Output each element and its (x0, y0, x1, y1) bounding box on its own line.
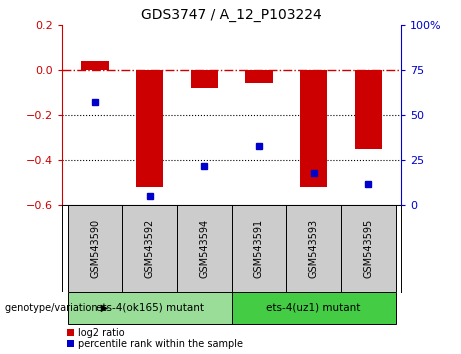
Legend: log2 ratio, percentile rank within the sample: log2 ratio, percentile rank within the s… (67, 328, 243, 349)
Text: genotype/variation ▶: genotype/variation ▶ (5, 303, 108, 313)
Bar (245, 70, 272, 84)
Bar (68, 292, 232, 324)
Bar (122, 205, 177, 292)
Bar (355, 70, 382, 149)
Title: GDS3747 / A_12_P103224: GDS3747 / A_12_P103224 (141, 8, 322, 22)
Text: GSM543591: GSM543591 (254, 219, 264, 278)
Bar (286, 205, 341, 292)
Text: ets-4(uz1) mutant: ets-4(uz1) mutant (266, 303, 361, 313)
Bar (68, 205, 122, 292)
Bar (231, 292, 396, 324)
Text: GSM543593: GSM543593 (308, 219, 319, 278)
Bar (136, 70, 163, 187)
Bar (341, 205, 396, 292)
Bar (231, 205, 286, 292)
Text: GSM543595: GSM543595 (363, 219, 373, 278)
Text: GSM543590: GSM543590 (90, 219, 100, 278)
Text: GSM543592: GSM543592 (145, 219, 155, 278)
Bar (300, 70, 327, 187)
Bar (81, 61, 109, 70)
Bar (177, 205, 232, 292)
Text: GSM543594: GSM543594 (199, 219, 209, 278)
Bar (191, 70, 218, 88)
Text: ets-4(ok165) mutant: ets-4(ok165) mutant (96, 303, 204, 313)
